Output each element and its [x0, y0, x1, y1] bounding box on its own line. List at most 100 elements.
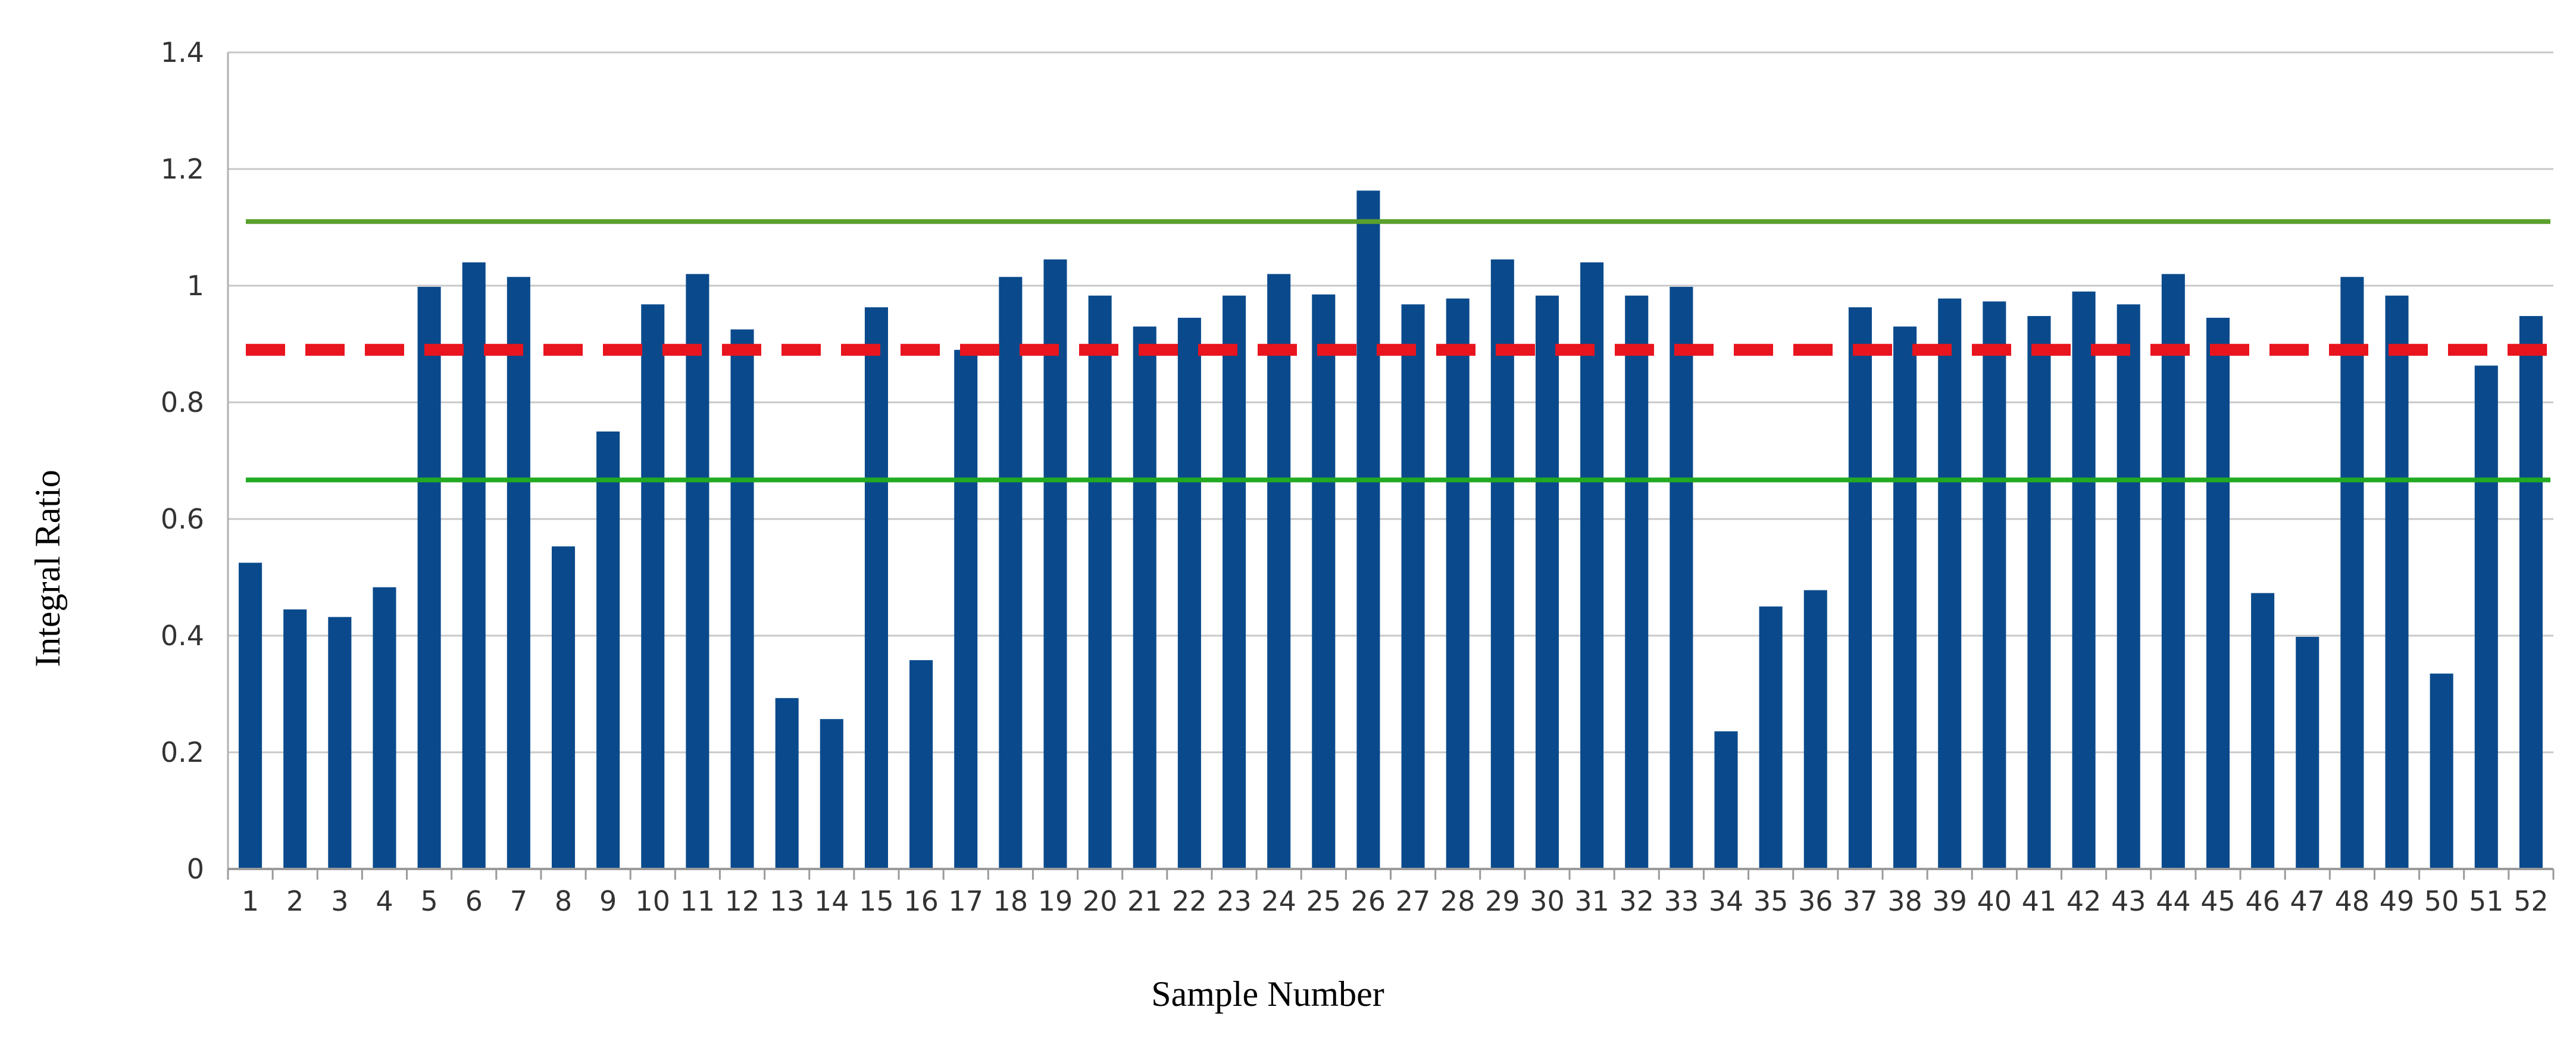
x-tick-label: 15: [859, 885, 894, 917]
x-tick-label: 35: [1753, 885, 1789, 917]
bar: [2206, 317, 2230, 869]
x-tick-label: 11: [680, 885, 715, 917]
x-tick-label: 13: [770, 885, 805, 917]
x-tick-label: 36: [1798, 885, 1833, 917]
bar: [775, 698, 799, 869]
bar: [1670, 286, 1693, 870]
y-tick-labels: 0 0.2 0.4 0.6 0.8 1 1.2 1.4: [161, 36, 204, 885]
bar: [1714, 731, 1738, 869]
x-tick-label: 42: [2067, 885, 2102, 917]
bar: [1580, 262, 1604, 869]
y-axis-title: Integral Ratio: [28, 470, 67, 667]
x-tick-label: 21: [1127, 885, 1162, 917]
axes: [227, 52, 2555, 880]
y-tick-label: 0.2: [161, 736, 204, 768]
x-tick-label: 48: [2335, 885, 2370, 917]
bar: [1759, 606, 1783, 869]
bar: [417, 286, 441, 870]
x-tick-label: 51: [2469, 885, 2504, 917]
y-tick-label: 0.6: [161, 503, 204, 535]
y-tick-label: 1.4: [161, 36, 204, 68]
bar: [2430, 673, 2453, 869]
x-tick-label: 50: [2424, 885, 2459, 917]
x-tick-label: 49: [2380, 885, 2415, 917]
x-tick-label: 4: [376, 885, 393, 917]
bar: [1133, 326, 1156, 869]
x-tick-label: 3: [331, 885, 348, 917]
bar: [551, 546, 576, 869]
bar: [2340, 277, 2364, 869]
bar: [2117, 304, 2140, 869]
x-tick-label: 9: [599, 885, 617, 917]
bar: [283, 609, 307, 869]
bar: [864, 307, 888, 869]
y-tick-label: 1: [187, 270, 204, 302]
x-tick-labels: 1 2 3 4 5 6 7 8 9 10 11 12 13 14 15 16 17 18 19 20 21 22 23 24 2…: [242, 885, 2549, 917]
bar: [1848, 307, 1872, 869]
x-tick-label: 22: [1172, 885, 1207, 917]
bar: [2519, 315, 2543, 869]
bar: [1401, 304, 1425, 869]
bar: [1535, 295, 1559, 869]
y-tick-label: 1.2: [161, 153, 204, 185]
x-tick-label: 34: [1709, 885, 1744, 917]
bar: [1983, 301, 2006, 870]
x-tick-label: 7: [510, 885, 527, 917]
bar: [373, 587, 396, 869]
x-tick-label: 1: [242, 885, 259, 917]
x-tick-label: 37: [1843, 885, 1878, 917]
x-tick-label: 25: [1306, 885, 1342, 917]
x-tick-label: 5: [420, 885, 437, 917]
bar: [1446, 298, 1470, 869]
x-tick-label: 46: [2245, 885, 2280, 917]
x-tick-label: 41: [2022, 885, 2057, 917]
x-tick-label: 24: [1261, 885, 1296, 917]
x-tick-label: 47: [2290, 885, 2325, 917]
bar: [1625, 295, 1649, 869]
x-tick-label: 27: [1396, 885, 1431, 917]
bar: [2027, 315, 2051, 869]
bar: [328, 617, 352, 869]
bar: [2474, 365, 2498, 869]
reference-lines: [246, 219, 2550, 483]
x-tick-label: 2: [286, 885, 304, 917]
bar: [1267, 274, 1291, 869]
bar: [596, 432, 620, 869]
x-tick-label: 32: [1619, 885, 1654, 917]
x-tick-label: 12: [725, 885, 760, 917]
x-tick-label: 31: [1574, 885, 1609, 917]
bar: [1177, 317, 1201, 869]
x-axis-title: Sample Number: [1151, 974, 1384, 1014]
x-tick-label: 28: [1440, 885, 1475, 917]
x-tick-label: 14: [814, 885, 849, 917]
bar: [1222, 295, 1246, 869]
x-tick-label: 52: [2514, 885, 2549, 917]
bar: [2385, 295, 2409, 869]
x-tick-label: 18: [993, 885, 1028, 917]
x-tick-label: 43: [2111, 885, 2146, 917]
x-tick-label: 38: [1887, 885, 1922, 917]
bar: [1312, 294, 1336, 869]
y-tick-label: 0.8: [161, 386, 204, 418]
y-tick-label: 0: [187, 853, 204, 885]
bar: [730, 329, 754, 869]
bar: [2251, 593, 2275, 869]
bar-series: [239, 190, 2543, 870]
x-tick-label: 33: [1664, 885, 1699, 917]
bar: [1893, 326, 1917, 869]
bar: [1356, 190, 1380, 869]
bar: [2072, 291, 2096, 869]
bar: [686, 274, 709, 869]
bar: [1043, 259, 1067, 869]
x-tick-label: 10: [636, 885, 671, 917]
x-tick-label: 39: [1932, 885, 1967, 917]
x-tick-label: 8: [555, 885, 572, 917]
y-tick-label: 0.4: [161, 620, 204, 652]
bar: [641, 304, 665, 869]
bar: [1938, 298, 1962, 869]
bar: [1088, 295, 1112, 869]
bar: [507, 277, 530, 869]
bar: [2296, 636, 2319, 869]
x-tick-label: 19: [1038, 885, 1073, 917]
